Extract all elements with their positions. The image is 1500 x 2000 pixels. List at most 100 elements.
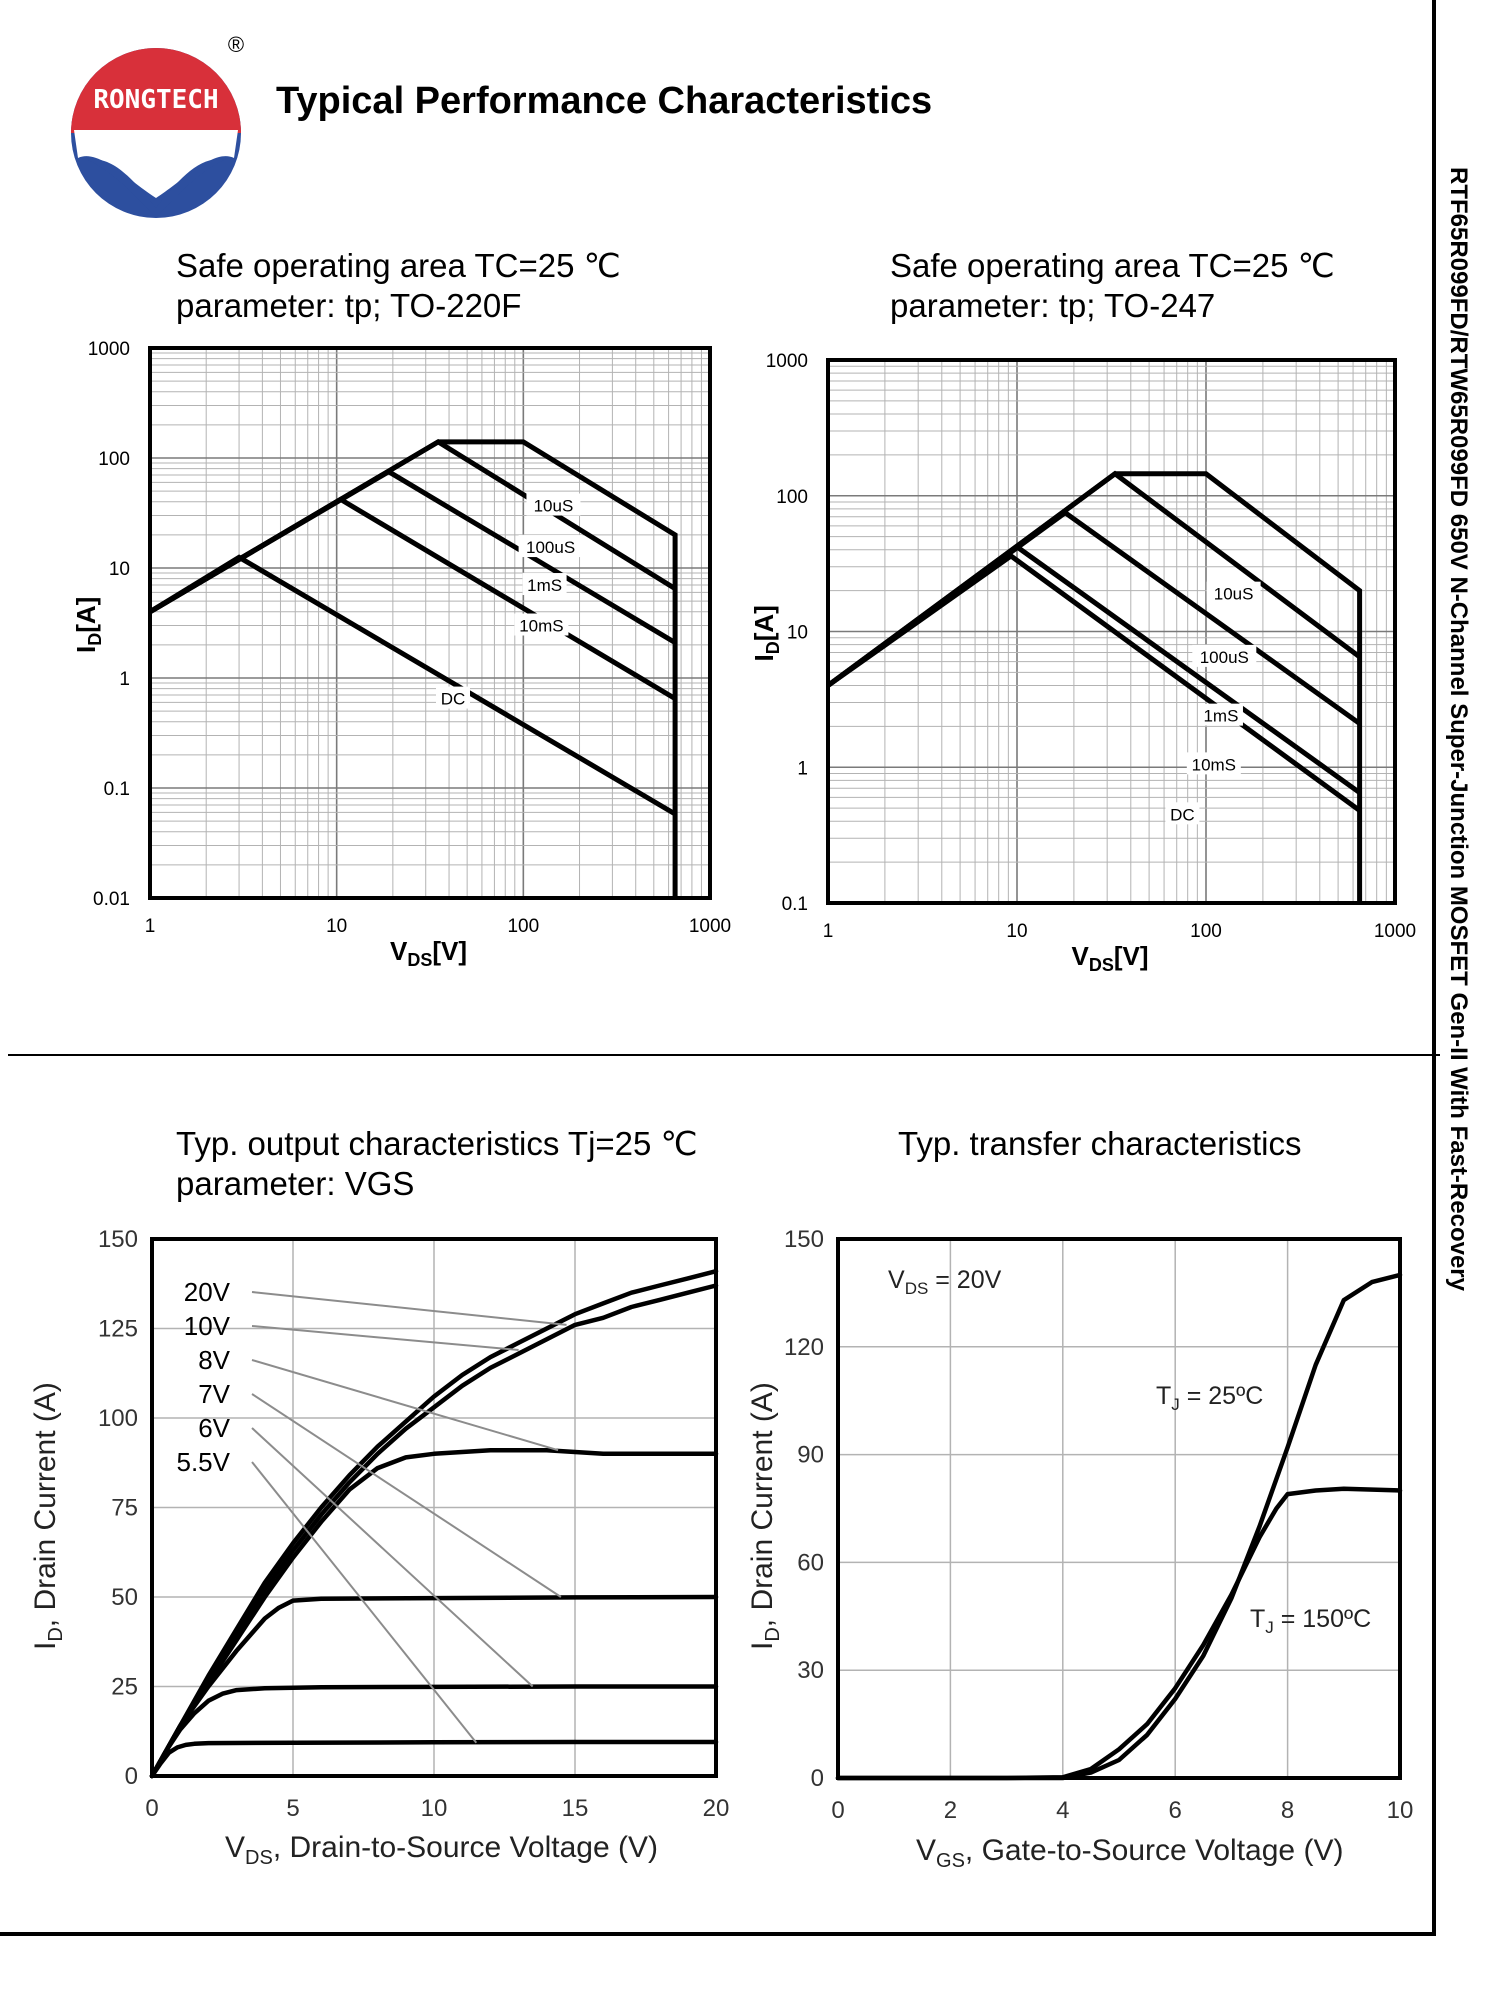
soa1-title: Safe operating area TC=25 ℃ parameter: t… — [176, 246, 621, 326]
tr-xtick-label: 2 — [944, 1797, 957, 1824]
out-xtick-label: 10 — [421, 1795, 448, 1822]
out-ytick-label: 75 — [111, 1495, 138, 1522]
soa2-plot-frame — [826, 358, 1397, 905]
out-legend-6v: 6V — [198, 1413, 230, 1443]
soa1-label-bg — [522, 573, 567, 596]
tr-ylabel: ID, Drain Current (A) — [746, 1382, 784, 1650]
registered-mark: ® — [228, 32, 244, 57]
soa2-label-bg — [1165, 802, 1200, 825]
soa2-title-line2: parameter: tp; TO-247 — [890, 287, 1216, 324]
tr-plot-frame — [836, 1237, 1402, 1780]
tr-series-tj-25-c — [835, 1272, 1403, 1781]
soa1-label-bg — [518, 535, 583, 558]
page-title: Typical Performance Characteristics — [276, 80, 933, 122]
out-ytick-label: 50 — [111, 1584, 138, 1611]
soa1-label-dc: DC — [441, 690, 466, 709]
out-title-line1: Typ. output characteristics Tj=25 ℃ — [176, 1125, 698, 1162]
soa2-ytick-label: 1000 — [766, 351, 808, 372]
soa2-ytick-label: 0.1 — [782, 894, 808, 915]
soa2-label-bg — [1206, 581, 1261, 604]
out-series-20v — [149, 1268, 719, 1779]
tr-label-tj150: TJ = 150ºC — [1250, 1605, 1371, 1637]
section-divider — [8, 1054, 1440, 1056]
out-legend-10v: 10V — [184, 1311, 231, 1341]
soa2-xlabel: VDS[V] — [1072, 941, 1149, 975]
soa2-ytick-label: 100 — [776, 487, 808, 508]
soa2-ytick-label: 10 — [787, 623, 808, 644]
tr-label-tj25: TJ = 25ºC — [1156, 1382, 1263, 1414]
soa2-xtick-label: 1000 — [1374, 921, 1416, 942]
soa1-label-bg — [526, 493, 581, 516]
soa1-ytick-label: 1000 — [88, 339, 130, 360]
logo-blue-v — [88, 159, 224, 218]
tr-xtick-label: 10 — [1387, 1797, 1414, 1824]
soa2-xtick-label: 1 — [823, 921, 834, 942]
logo-white-band — [74, 130, 238, 198]
tr-ytick-label: 150 — [784, 1226, 824, 1253]
tr-ytick-label: 30 — [797, 1657, 824, 1684]
soa1-xtick-label: 10 — [326, 916, 347, 937]
tr-xtick-label: 4 — [1056, 1797, 1069, 1824]
tr-xtick-label: 6 — [1169, 1797, 1182, 1824]
out-ytick-label: 100 — [98, 1405, 138, 1432]
soa2-ytick-label: 1 — [797, 758, 808, 779]
soa1-label-100us: 100uS — [526, 538, 575, 557]
tr-title-line1: Typ. transfer characteristics — [898, 1125, 1302, 1162]
tr-ytick-label: 90 — [797, 1442, 824, 1469]
out-series-5.5v — [149, 1739, 719, 1779]
tr-ytick-label: 60 — [797, 1549, 824, 1576]
soa2-label-bg — [1198, 703, 1243, 726]
tr-xlabel: VGS, Gate-to-Source Voltage (V) — [916, 1834, 1343, 1872]
out-ylabel: ID, Drain Current (A) — [29, 1382, 67, 1650]
tr-xtick-label: 8 — [1281, 1797, 1294, 1824]
soa2-title-line1: Safe operating area TC=25 ℃ — [890, 247, 1335, 284]
soa2-label-100us: 100uS — [1200, 648, 1249, 667]
soa2-label-10ms: 10mS — [1192, 755, 1236, 774]
out-title-line2: parameter: VGS — [176, 1165, 415, 1202]
out-callout-line — [251, 1427, 534, 1688]
tr-xtick-label: 0 — [831, 1797, 844, 1824]
soa1-ytick-label: 1 — [119, 669, 130, 690]
soa2-label-bg — [1192, 644, 1257, 667]
out-ytick-label: 150 — [98, 1226, 138, 1253]
soa1-label-bg — [514, 613, 569, 636]
out-xtick-label: 15 — [562, 1795, 589, 1822]
tr-ytick-label: 120 — [784, 1334, 824, 1361]
out-callout-line — [251, 1325, 519, 1351]
soa1-title-line2: parameter: tp; TO-220F — [176, 287, 522, 324]
soa1-plot-frame — [148, 346, 712, 900]
out-xtick-label: 20 — [703, 1795, 730, 1822]
out-callout-line — [251, 1461, 478, 1744]
soa2-label-dc: DC — [1170, 805, 1195, 824]
out-title: Typ. output characteristics Tj=25 ℃ para… — [176, 1124, 698, 1204]
tr-ytick-label: 0 — [811, 1765, 824, 1792]
soa1-ytick-label: 10 — [109, 559, 130, 580]
soa2-label-1ms: 1mS — [1203, 707, 1238, 726]
soa2-xtick-label: 10 — [1006, 921, 1027, 942]
soa2-ylabel: ID[A] — [749, 605, 783, 661]
tr-title: Typ. transfer characteristics — [898, 1124, 1301, 1164]
out-callout-line — [251, 1359, 559, 1452]
out-xtick-label: 5 — [286, 1795, 299, 1822]
soa1-ylabel: ID[A] — [71, 597, 105, 653]
soa1-series-dc — [148, 554, 677, 817]
tr-annotation-vds: VDS = 20V — [888, 1266, 1002, 1298]
out-series-8v — [149, 1447, 719, 1779]
soa1-label-10ms: 10mS — [519, 617, 563, 636]
out-callout-line — [251, 1291, 567, 1326]
soa1-ytick-label: 0.1 — [104, 779, 130, 800]
soa2-xtick-label: 100 — [1190, 921, 1222, 942]
tr-series-tj-150-c — [835, 1486, 1403, 1781]
out-callout-line — [251, 1393, 562, 1598]
soa1-xtick-label: 1000 — [689, 916, 731, 937]
out-xlabel: VDS, Drain-to-Source Voltage (V) — [225, 1831, 658, 1869]
soa2-label-bg — [1186, 752, 1241, 775]
out-series-10v — [149, 1283, 719, 1779]
soa2-label-10us: 10uS — [1214, 585, 1254, 604]
out-ytick-label: 0 — [125, 1763, 138, 1790]
soa1-label-bg — [436, 686, 471, 709]
out-xtick-label: 0 — [145, 1795, 158, 1822]
